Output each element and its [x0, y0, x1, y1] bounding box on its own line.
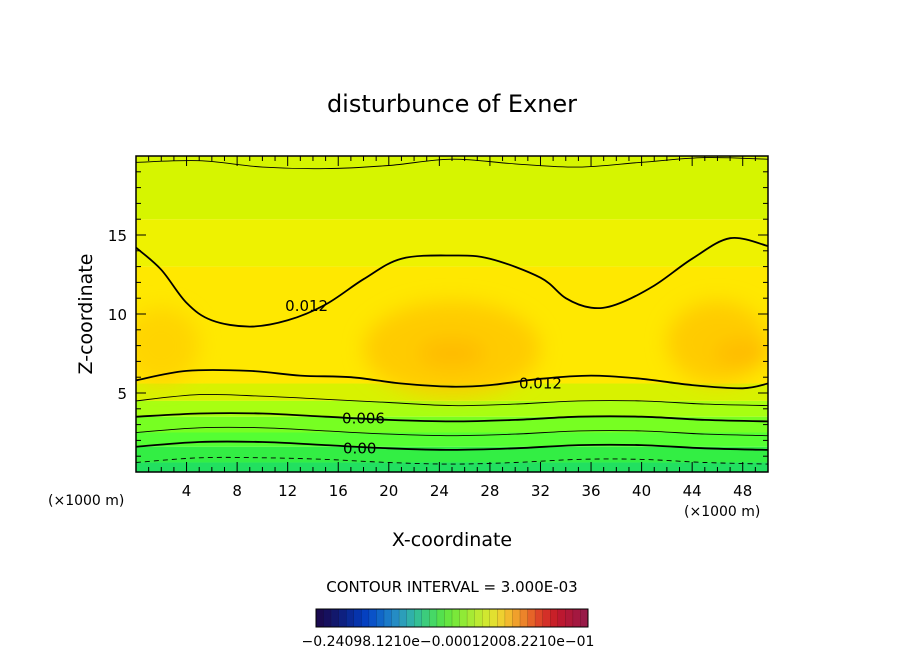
colorbar-swatch: [436, 609, 445, 627]
x-tick-label: 36: [581, 482, 600, 500]
x-tick-label: 4: [182, 482, 192, 500]
colorbar-swatch: [565, 609, 574, 627]
colorbar-swatch: [368, 609, 377, 627]
colorbar-swatch: [323, 609, 332, 627]
colorbar-swatch: [459, 609, 468, 627]
contour-label: 0.006: [342, 409, 385, 427]
colorbar-labels: −0.24098.1210e−0.00012008.2210e−01: [302, 634, 595, 650]
x-tick-label: 8: [232, 482, 242, 500]
colorbar-swatch: [361, 609, 370, 627]
colorbar-swatch: [520, 609, 528, 627]
warm-region-2: [136, 307, 200, 384]
x-tick-label: 32: [531, 482, 550, 500]
fill-band-8: [136, 156, 768, 220]
colorbar-swatch: [331, 609, 339, 627]
colorbar-swatch: [384, 609, 392, 627]
y-axis-label: Z-coordinate: [75, 254, 97, 375]
colorbar-swatch: [482, 609, 491, 627]
fill-band-7: [136, 219, 768, 267]
y-tick-labels: 5 10 15: [108, 227, 127, 403]
colorbar-swatch: [376, 609, 385, 627]
colorbar-swatch: [316, 609, 324, 627]
colorbar-swatch: [353, 609, 362, 627]
colorbar-swatch: [489, 609, 498, 627]
x-tick-label: 24: [430, 482, 449, 500]
colorbar-swatch: [452, 609, 460, 627]
x-tick-label: 44: [683, 482, 702, 500]
contour-label: 0.012: [519, 375, 562, 393]
warm-regions: [136, 301, 768, 397]
contour-line-0: [136, 236, 768, 328]
colorbar-swatch: [535, 609, 543, 627]
colorbar-swatch: [550, 609, 559, 627]
colorbar-swatch: [572, 609, 581, 627]
x-axis-label: X-coordinate: [392, 529, 512, 551]
contour-label: 0.012: [285, 297, 328, 315]
contour-line-2: [136, 393, 768, 407]
y-tick-label: 5: [117, 385, 127, 403]
colorbar-swatch: [512, 609, 521, 627]
x-unit-right: (×1000 m): [684, 504, 760, 520]
contour-line-4: [136, 426, 768, 437]
plot-area: [136, 156, 768, 472]
y-tick-label: 15: [108, 227, 127, 245]
colorbar-frame: [315, 608, 589, 628]
colorbar-swatch: [346, 609, 355, 627]
chart-title: disturbunce of Exner: [327, 90, 577, 118]
colorbar-swatch: [444, 609, 453, 627]
x-tick-label: 28: [480, 482, 499, 500]
x-unit-left: (×1000 m): [48, 493, 124, 509]
contour-line-5: [136, 440, 768, 451]
colorbar: [316, 609, 589, 627]
x-tick-label: 48: [733, 482, 752, 500]
contour-label: 0.00: [343, 439, 376, 457]
colorbar-swatch: [504, 609, 513, 627]
warm-region-3: [419, 339, 485, 368]
colorbar-swatch: [399, 609, 407, 627]
axis-ticks: [136, 156, 768, 472]
colorbar-swatch: [391, 609, 400, 627]
fill-band-1: [136, 446, 768, 463]
fill-band-3: [136, 416, 768, 433]
colorbar-swatch: [497, 609, 506, 627]
x-tick-label: 40: [632, 482, 651, 500]
x-tick-label: 12: [278, 482, 297, 500]
colorbar-swatch: [338, 609, 347, 627]
colorbar-swatch: [542, 609, 551, 627]
contour-line-3: [136, 412, 768, 423]
contour-line-1: [136, 369, 768, 390]
colorbar-swatch: [580, 609, 589, 627]
contour-labels: 0.012 0.012 0.006 0.00: [285, 297, 562, 457]
x-tick-label: 16: [329, 482, 348, 500]
colorbar-swatch: [406, 609, 415, 627]
colorbar-swatch: [474, 609, 483, 627]
fill-band-2: [136, 432, 768, 447]
colorbar-swatch: [557, 609, 566, 627]
x-tick-labels: 4 8 12 16 20 24 28 32 36 40 44 48: [182, 482, 752, 500]
colorbar-swatch: [421, 609, 430, 627]
colorbar-swatch: [429, 609, 438, 627]
contour-interval-text: CONTOUR INTERVAL = 3.000E-03: [326, 578, 577, 596]
contour-line-6: [136, 456, 768, 465]
colorbar-swatch: [414, 609, 423, 627]
fill-band-4: [136, 400, 768, 417]
colorbar-swatch: [467, 609, 475, 627]
x-tick-label: 20: [379, 482, 398, 500]
y-tick-label: 10: [108, 306, 127, 324]
colorbar-swatch: [527, 609, 536, 627]
warm-region-4: [714, 340, 768, 367]
